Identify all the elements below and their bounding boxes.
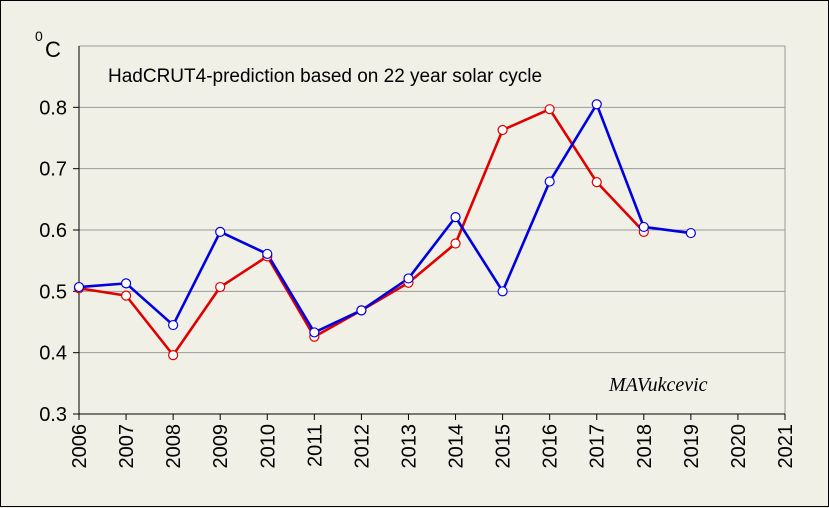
x-tick-label: 2016 xyxy=(540,424,562,469)
x-tick-labels: 2006 2007 2008 2009 2010 2011 2012 2013 2014 2015… xyxy=(69,424,797,469)
author-signature: MAVukcevic xyxy=(608,374,708,396)
y-unit-label: C xyxy=(45,37,61,62)
series-1-point xyxy=(168,350,179,361)
series-2-point xyxy=(497,286,508,297)
x-tick-label: 2013 xyxy=(398,424,420,469)
series-2-point xyxy=(544,176,555,187)
chart-title: HadCRUT4-prediction based on 22 year sol… xyxy=(108,66,542,87)
y-tick-label: 0.3 xyxy=(39,404,67,426)
gridlines xyxy=(79,45,786,414)
x-tick-label: 2010 xyxy=(257,424,279,469)
series-1-point xyxy=(215,281,226,293)
series-2-point xyxy=(685,227,696,239)
x-tick-label: 2014 xyxy=(446,424,468,469)
x-tick-label: 2017 xyxy=(587,424,609,469)
series-2-point xyxy=(450,212,461,223)
series-1-point xyxy=(450,238,461,249)
x-tick-label: 2009 xyxy=(210,424,232,469)
series-1-point xyxy=(591,177,602,188)
x-tick-label: 2021 xyxy=(775,424,797,469)
x-tick-label: 2006 xyxy=(69,424,91,469)
series-1-point xyxy=(497,124,508,136)
series-markers xyxy=(73,99,696,361)
series-2-point xyxy=(168,319,179,331)
series-2-point xyxy=(120,278,132,289)
series-2-point xyxy=(403,273,414,284)
y-tick-labels: 0.3 0.4 0.5 0.6 0.7 0.8 xyxy=(39,97,67,426)
x-tick-label: 2019 xyxy=(681,424,703,469)
axes xyxy=(73,46,786,420)
series-line-2 xyxy=(78,102,692,334)
series-2-point xyxy=(356,305,367,316)
y-tick-label: 0.5 xyxy=(39,281,67,303)
series-2-point xyxy=(591,99,602,110)
x-tick-label: 2015 xyxy=(493,424,515,469)
x-tick-label: 2020 xyxy=(728,424,750,469)
x-tick-label: 2011 xyxy=(304,424,326,467)
series-1-point xyxy=(120,290,132,301)
series-1-point xyxy=(544,104,555,115)
y-tick-label: 0.6 xyxy=(39,220,67,242)
y-tick-label: 0.8 xyxy=(39,97,67,119)
series-2-point xyxy=(215,226,226,237)
y-tick-label: 0.7 xyxy=(39,159,67,181)
x-tick-label: 2008 xyxy=(163,424,185,469)
x-tick-label: 2012 xyxy=(351,424,373,469)
y-tick-label: 0.4 xyxy=(39,343,67,365)
x-tick-label: 2018 xyxy=(634,424,656,469)
series-2-point xyxy=(262,248,273,260)
x-tick-label: 2007 xyxy=(116,424,138,469)
y-unit-superscript: 0 xyxy=(35,28,43,44)
series-2-point xyxy=(638,221,649,233)
series-2-point xyxy=(73,281,85,293)
series-2-point xyxy=(309,327,320,338)
